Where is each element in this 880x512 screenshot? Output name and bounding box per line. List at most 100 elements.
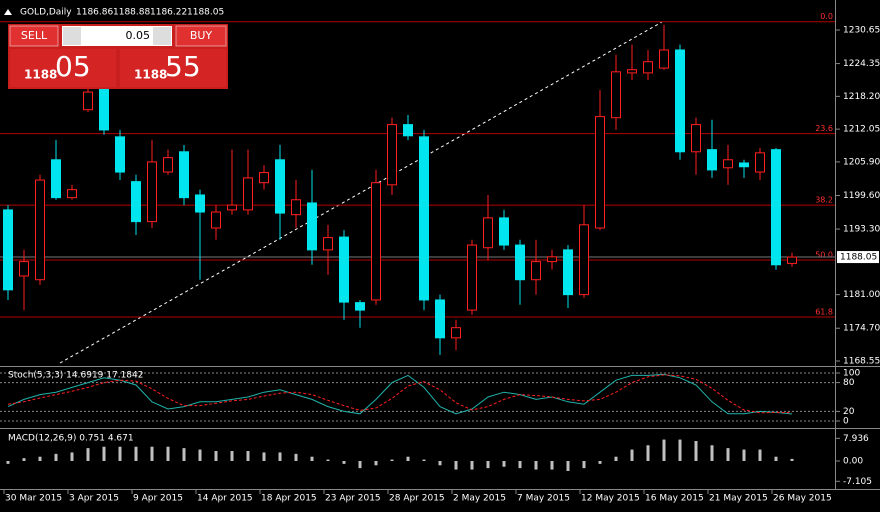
ask-small: 55: [165, 50, 201, 83]
y-tick-label: 1181.00: [843, 290, 880, 300]
bull-candle: [547, 256, 557, 263]
y-tick-label: 1193.30: [843, 225, 880, 235]
ask-big: 1188: [134, 68, 167, 82]
macd-bar: [358, 461, 362, 469]
symbol: GOLD,Daily: [20, 8, 72, 18]
bull-candle: [723, 159, 733, 169]
macd-bar: [262, 452, 266, 461]
bull-candle: [691, 124, 701, 153]
lot-input[interactable]: [62, 26, 172, 46]
macd-bar: [582, 461, 586, 469]
macd-bar: [230, 451, 234, 461]
y-tick-label: 1174.70: [843, 324, 880, 334]
y-tick-label: 100: [843, 368, 860, 378]
macd-bar: [406, 456, 410, 461]
bull-candle: [755, 152, 765, 173]
bid-big: 1188: [24, 68, 57, 82]
macd-bar: [70, 452, 74, 461]
buy-label: BUY: [190, 29, 213, 42]
macd-bar: [102, 446, 106, 461]
lot-down[interactable]: [63, 27, 81, 45]
sell-button[interactable]: [9, 25, 59, 47]
bull-candle: [227, 204, 237, 211]
macd-bar: [486, 461, 490, 469]
lot-up[interactable]: [153, 27, 171, 45]
bear-candle: [99, 84, 109, 131]
bull-candle: [147, 161, 157, 223]
bull-candle: [483, 217, 493, 249]
y-tick-label: 0: [843, 417, 849, 427]
bid-box[interactable]: [10, 49, 116, 87]
macd-bar: [134, 446, 138, 461]
macd-bar: [566, 461, 570, 471]
bull-candle: [595, 116, 605, 229]
macd-bar: [166, 446, 170, 461]
last-price-label: 1188.05: [840, 253, 877, 263]
bull-candle: [83, 91, 93, 111]
bear-candle: [675, 49, 685, 153]
bear-candle: [275, 159, 285, 214]
macd-bar: [342, 461, 346, 464]
macd-bar: [246, 451, 250, 461]
ohlc-high: 1188.88: [113, 8, 150, 18]
y-tick-label: 0.00: [843, 457, 863, 467]
macd-bar: [374, 461, 378, 466]
macd-bar: [118, 446, 122, 461]
y-tick-label: 1168.55: [843, 357, 880, 367]
macd-bar: [662, 439, 666, 461]
sell-label: SELL: [21, 29, 48, 42]
macd-bar: [550, 461, 554, 470]
macd-bar: [758, 449, 762, 461]
macd-bar: [182, 448, 186, 461]
macd-bar: [422, 459, 426, 461]
buy-button[interactable]: [175, 25, 227, 47]
y-tick-label: 1205.90: [843, 157, 880, 167]
macd-bar: [742, 449, 746, 461]
macd-bar: [198, 449, 202, 461]
x-tick-label: 16 May 2015: [645, 494, 704, 504]
bear-candle: [307, 202, 317, 251]
x-tick-label: 26 May 2015: [773, 494, 832, 504]
macd-bar: [774, 456, 778, 461]
bull-candle: [35, 179, 45, 281]
bear-candle: [51, 159, 61, 199]
bear-candle: [339, 236, 349, 303]
x-tick-label: 14 Apr 2015: [197, 494, 253, 504]
y-tick-label: 1212.05: [843, 125, 880, 135]
bear-candle: [707, 149, 717, 171]
macd-bar: [310, 456, 314, 461]
x-tick-label: 28 Apr 2015: [389, 494, 445, 504]
macd-bar: [22, 458, 26, 461]
stoch-line: [7, 373, 793, 415]
bull-candle: [451, 327, 461, 339]
bull-candle: [579, 224, 589, 296]
bull-candle: [291, 199, 301, 216]
macd-bar: [534, 461, 538, 470]
macd-bar: [38, 456, 42, 461]
macd-bar: [630, 449, 634, 461]
macd-bar: [678, 439, 682, 461]
one-click-trading: SELL 0.05 BUY 1188 05 1188 55: [8, 24, 228, 89]
bear-candle: [419, 136, 429, 301]
macd-bar: [614, 456, 618, 461]
bull-candle: [467, 244, 477, 311]
bear-candle: [355, 302, 365, 311]
y-tick-label: 1218.20: [843, 92, 880, 102]
macd-bar: [710, 445, 714, 461]
bull-candle: [163, 157, 173, 173]
bull-candle: [323, 237, 333, 251]
x-tick-label: 2 May 2015: [453, 494, 506, 504]
bull-candle: [643, 61, 653, 74]
ask-box[interactable]: [120, 49, 226, 87]
bear-candle: [515, 244, 525, 281]
macd-bar: [646, 445, 650, 461]
ohlc-close: 1188.05: [187, 8, 224, 18]
bull-candle: [67, 189, 77, 199]
last-price-box: [837, 251, 879, 264]
macd-bar: [326, 459, 330, 461]
bull-candle: [19, 261, 29, 277]
macd-bar: [438, 461, 442, 466]
macd-bar: [470, 461, 474, 470]
collapse-arrow[interactable]: [4, 9, 12, 15]
